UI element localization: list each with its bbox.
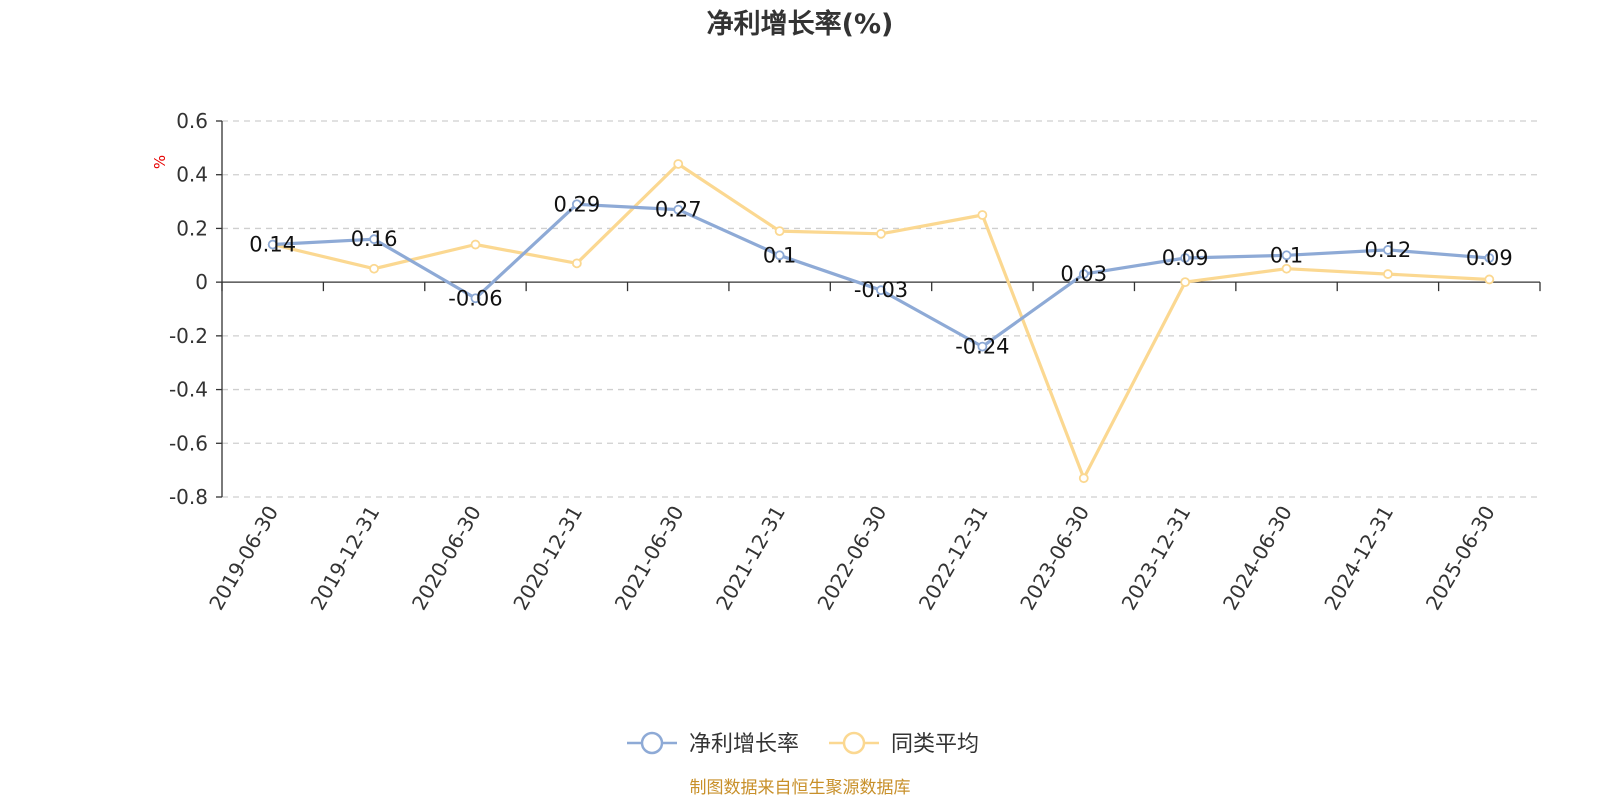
x-tick-label: 2024-06-30: [1218, 502, 1297, 615]
data-point: [267, 239, 278, 250]
x-tick-label: 2024-12-31: [1319, 502, 1398, 615]
data-point: [977, 341, 988, 352]
legend-label: 净利增长率: [689, 732, 799, 757]
data-point: [876, 228, 886, 239]
legend-marker: [842, 731, 866, 755]
data-point: [774, 250, 785, 261]
data-point: [571, 258, 582, 269]
x-tick-label: 2023-06-30: [1015, 502, 1094, 615]
data-source-note: 制图数据来自恒生聚源数据库: [690, 778, 911, 798]
x-tick-label: 2019-12-31: [306, 502, 385, 615]
data-point: [1180, 253, 1191, 263]
data-label: -0.24: [955, 335, 1009, 359]
data-label: 0.27: [655, 198, 702, 222]
data-point: [673, 159, 684, 169]
x-tick-label: 2020-06-30: [407, 502, 486, 615]
data-point: [1383, 269, 1393, 279]
data-point: [1484, 253, 1495, 263]
legend: 净利增长率 同类平均: [627, 731, 979, 757]
data-point: [571, 199, 582, 210]
y-tick-label: -0.2: [169, 324, 208, 348]
x-tick-label: 2022-12-31: [914, 502, 993, 615]
data-point: [1484, 274, 1495, 285]
grid: [222, 120, 1540, 498]
x-tick-label: 2021-06-30: [610, 502, 689, 615]
data-point: [977, 210, 988, 220]
data-label: 0.29: [553, 192, 600, 216]
data-label: -0.06: [448, 286, 502, 310]
series-line-peer-average: [271, 162, 1491, 480]
y-tick-label: -0.6: [169, 431, 208, 455]
data-point: [1180, 277, 1191, 288]
y-tick-label: 0: [195, 270, 208, 294]
data-label: 0.12: [1365, 238, 1412, 262]
data-label: 0.1: [763, 243, 796, 267]
data-label: 0.16: [351, 227, 398, 251]
y-tick-label: -0.8: [169, 485, 208, 509]
data-label: 0.1: [1270, 243, 1303, 267]
series: [267, 159, 1495, 484]
data-label: 0.14: [249, 233, 296, 257]
data-label: -0.03: [854, 278, 908, 302]
series-line-net-profit-growth: [271, 202, 1491, 349]
y-axis-unit: %: [151, 155, 169, 169]
data-point: [1078, 473, 1089, 484]
data-label: 0.09: [1162, 246, 1209, 270]
x-tick-label: 2021-12-31: [711, 502, 790, 615]
data-point: [1281, 250, 1292, 261]
y-tick-label: -0.4: [169, 378, 208, 402]
x-tick-label: 2023-12-31: [1117, 502, 1196, 615]
data-point: [1383, 245, 1393, 255]
data-point: [470, 293, 481, 304]
data-labels: 0.14 0.16 -0.06 0.29 0.27 0.1 -0.03 -0.24 0.03 0.…: [249, 192, 1512, 358]
data-point: [1281, 263, 1292, 274]
data-point: [774, 226, 785, 237]
y-tick-label: 0.2: [176, 216, 208, 240]
data-label: 0.09: [1466, 246, 1513, 270]
chart-title: 净利增长率(%): [707, 8, 894, 40]
y-tick-label: 0.4: [176, 163, 208, 187]
legend-marker: [640, 731, 664, 755]
x-tick-label: 2025-06-30: [1421, 502, 1500, 615]
y-tick-label: 0.6: [176, 109, 208, 133]
data-point: [876, 285, 886, 296]
data-point: [470, 239, 481, 250]
data-point: [673, 204, 684, 215]
data-point: [369, 263, 379, 274]
legend-label: 同类平均: [891, 732, 979, 757]
data-point: [369, 234, 379, 245]
x-tick-label: 2022-06-30: [812, 502, 891, 615]
data-label: 0.03: [1060, 262, 1107, 286]
x-tick-label: 2020-12-31: [508, 502, 587, 615]
data-point: [1078, 269, 1089, 279]
x-tick-label: 2019-06-30: [204, 502, 283, 615]
